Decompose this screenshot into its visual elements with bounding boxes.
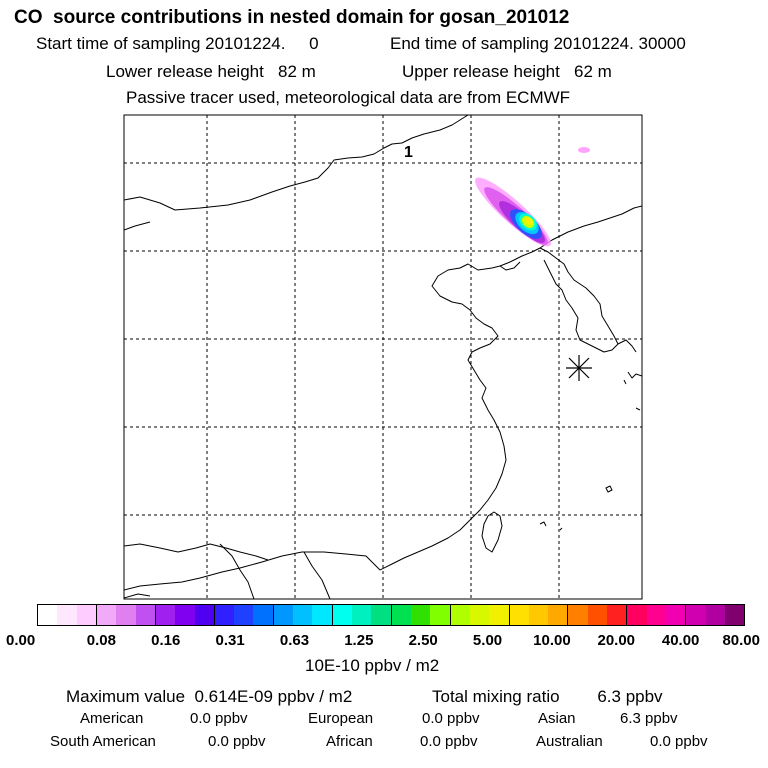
colorbar-segment (76, 605, 97, 625)
colorbar-segment (312, 605, 333, 625)
colorbar-segment (371, 605, 392, 625)
colorbar-unit: 10E-10 ppbv / m2 (305, 656, 440, 675)
colorbar-segment (548, 605, 569, 625)
colorbar-segment (332, 605, 352, 625)
region-south-american-label: South American (50, 733, 156, 750)
map-panel: 1 (123, 114, 643, 600)
max-value: Maximum value 0.614E-09 ppbv / m2 (66, 687, 353, 706)
colorbar-segment (469, 605, 490, 625)
colorbar-segment (391, 605, 411, 625)
region-american-label: American (80, 710, 144, 727)
colorbar-segment (686, 605, 706, 625)
region-south-american-value: 0.0 ppbv (208, 733, 266, 750)
colorbar-tick-label: 5.00 (472, 632, 503, 649)
colorbar-tick-label: 2.50 (408, 632, 438, 649)
colorbar-segment (253, 605, 274, 625)
colorbar-segment (38, 605, 58, 625)
colorbar-segment (528, 605, 549, 625)
upper-release-height: Upper release height 62 m (402, 62, 612, 81)
colorbar-tick-label: 10.00 (533, 632, 571, 649)
colorbar-tick-label: 0.63 (279, 632, 310, 649)
colorbar-tick-label: 40.00 (661, 632, 700, 649)
start-time-label: Start time of sampling 20101224. 0 (36, 34, 319, 53)
tracer-note: Passive tracer used, meteorological data… (126, 88, 571, 107)
region-australian-label: Australian (536, 733, 603, 750)
plume-layer-7 (525, 217, 533, 225)
colorbar-segment (214, 605, 235, 625)
colorbar-segment (410, 605, 431, 625)
colorbar-tick-label: 0.31 (215, 632, 245, 649)
region-american-value: 0.0 ppbv (190, 710, 248, 727)
colorbar-segment (175, 605, 195, 625)
concentration-plume (475, 147, 590, 247)
colorbar-segment (57, 605, 77, 625)
colorbar-segment (135, 605, 156, 625)
colorbar-segment (705, 605, 725, 625)
colorbar-tick-label: 0.16 (151, 632, 181, 649)
colorbar-segment (194, 605, 215, 625)
colorbar-tick-label: 80.00 (722, 632, 760, 649)
region-african-value: 0.0 ppbv (420, 733, 478, 750)
region-european-value: 0.0 ppbv (422, 710, 480, 727)
coastlines (124, 115, 642, 599)
station-marker-icon (566, 355, 592, 381)
colorbar-segment (352, 605, 372, 625)
colorbar-tick-label: 0.00 (6, 632, 36, 649)
colorbar-segment (509, 605, 529, 625)
colorbar-segment (724, 605, 745, 625)
colorbar (37, 604, 745, 626)
region-australian-value: 0.0 ppbv (650, 733, 708, 750)
colorbar-segment (489, 605, 510, 625)
colorbar-segment (587, 605, 608, 625)
colorbar-segment (234, 605, 254, 625)
region-asian-label: Asian (538, 710, 576, 727)
colorbar-segment (96, 605, 117, 625)
colorbar-tick-label: 0.08 (86, 632, 116, 649)
colorbar-segment (450, 605, 470, 625)
colorbar-segment (293, 605, 313, 625)
colorbar-segment (568, 605, 588, 625)
colorbar-segment (430, 605, 451, 625)
total-mixing-ratio: Total mixing ratio 6.3 ppbv (432, 687, 663, 706)
colorbar-segment (273, 605, 294, 625)
region-african-label: African (326, 733, 373, 750)
colorbar-segment (646, 605, 666, 625)
lower-release-height: Lower release height 82 m (106, 62, 316, 81)
end-time-label: End time of sampling 20101224. 30000 (390, 34, 686, 53)
colorbar-segment (627, 605, 647, 625)
plume-small-patch (578, 147, 590, 153)
colorbar-tick-label: 20.00 (597, 632, 636, 649)
region-european-label: European (308, 710, 374, 727)
colorbar-segment (155, 605, 176, 625)
region-asian-value: 6.3 ppbv (620, 710, 678, 727)
colorbar-segment (116, 605, 136, 625)
colorbar-segment (666, 605, 687, 625)
colorbar-segment (607, 605, 628, 625)
colorbar-tick-label: 1.25 (344, 632, 374, 649)
page-title: CO source contributions in nested domain… (14, 7, 570, 28)
trajectory-marker-label: 1 (404, 144, 413, 161)
